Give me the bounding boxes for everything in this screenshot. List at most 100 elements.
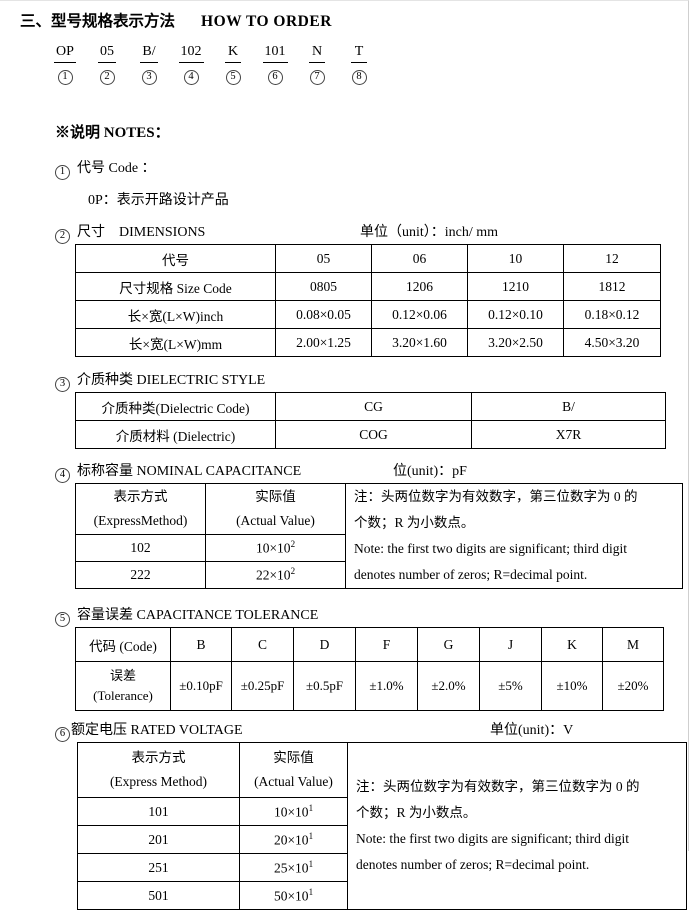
header-line: (ExpressMethod)	[93, 513, 188, 528]
table-row: 尺寸规格 Size Code 0805 1206 1210 1812	[75, 272, 661, 301]
table-header-cell: 代码 (Code)	[75, 627, 171, 662]
table-cell: 3.20×2.50	[467, 328, 564, 357]
title-en: HOW TO ORDER	[201, 13, 332, 30]
table-header-cell: 表示方式 (Express Method)	[77, 742, 240, 798]
table-cell: 22×102	[205, 561, 346, 589]
table-cell: 101	[77, 797, 240, 826]
value-base: 50×10	[273, 888, 309, 904]
section-6-unit: 单位(unit)：V	[490, 723, 574, 738]
table-cell: B/	[471, 392, 666, 421]
note-cell: 注：头两位数字为有效数字，第三位数字为 0 的 个数；R 为小数点。 Note:…	[345, 483, 683, 589]
table-cell: X7R	[471, 420, 666, 449]
table-cell: J	[479, 627, 542, 662]
table-cell: CG	[275, 392, 472, 421]
circled-number: 3	[141, 70, 157, 85]
section-3-heading: 3 介质种类 DIELECTRIC STYLE	[55, 369, 688, 392]
order-code: 05	[98, 44, 116, 63]
table-cell: 1812	[563, 272, 661, 301]
value-base: 20×10	[273, 832, 309, 848]
value-exponent: 2	[290, 539, 296, 550]
table-header-cell: 误差 (Tolerance)	[75, 661, 171, 711]
circled-number: 4	[55, 467, 70, 483]
header-line: (Actual Value)	[254, 774, 333, 789]
table-cell: 代号	[75, 244, 276, 273]
table-cell: ±10%	[541, 661, 603, 711]
table-row: 表示方式 (Express Method) 实际值 (Actual Value)…	[77, 742, 687, 910]
table-cell: 10×101	[239, 797, 348, 826]
table-cell: 0.18×0.12	[563, 300, 661, 329]
table-header-cell: 实际值 (Actual Value)	[239, 742, 348, 798]
table-cell: 1210	[467, 272, 564, 301]
table-cell: 4.50×3.20	[563, 328, 661, 357]
note-line: Note: the first two digits are significa…	[356, 831, 629, 846]
table-cell: D	[293, 627, 356, 662]
header-line: 实际值	[273, 750, 314, 765]
table-cell: C	[231, 627, 294, 662]
page-title: 三、型号规格表示方法 HOW TO ORDER	[0, 1, 688, 31]
table-cell: M	[602, 627, 664, 662]
order-code-part: 05 2	[90, 44, 124, 85]
order-code-part: B/3	[132, 44, 166, 85]
section-3-title: 介质种类 DIELECTRIC STYLE	[77, 373, 266, 388]
table-cell: 介质种类(Dielectric Code)	[75, 392, 276, 421]
table-cell: 3.20×1.60	[371, 328, 468, 357]
section-2-heading: 2 尺寸 DIMENSIONS 单位（unit）：inch/ mm	[55, 221, 688, 244]
header-line: 表示方式	[131, 750, 186, 765]
table-row: 介质材料 (Dielectric) COG X7R	[75, 420, 666, 449]
table-cell: 2.00×1.25	[275, 328, 372, 357]
section-1-title: 代号 Code ：	[77, 161, 156, 176]
note-line: 注：头两位数字为有效数字，第三位数字为 0 的	[354, 489, 638, 504]
header-line: (Express Method)	[109, 774, 208, 789]
section-1-body: 0P：表示开路设计产品	[88, 193, 229, 208]
value-exponent: 1	[308, 858, 314, 869]
table-header-cell: 表示方式 (ExpressMethod)	[75, 483, 206, 535]
voltage-table: 表示方式 (Express Method) 实际值 (Actual Value)…	[77, 742, 687, 910]
order-code: B/	[140, 44, 158, 63]
table-row: 表示方式 (ExpressMethod) 实际值 (Actual Value) …	[75, 483, 683, 589]
circled-number: 1	[55, 164, 70, 180]
circled-number: 8	[351, 70, 367, 85]
table-cell: F	[355, 627, 418, 662]
table-cell: 222	[75, 561, 206, 589]
table-cell: 201	[77, 825, 240, 854]
table-cell: 长×宽(L×W)inch	[75, 300, 276, 329]
header-line: 误差	[109, 668, 136, 683]
order-code: N	[309, 44, 325, 63]
table-cell: 0.08×0.05	[275, 300, 372, 329]
value-exponent: 1	[308, 886, 314, 897]
tolerance-table: 代码 (Code) B C D F G J K M 误差 (Tolerance)…	[75, 627, 664, 711]
table-cell: 介质材料 (Dielectric)	[75, 420, 276, 449]
note-line: 个数；R 为小数点。	[356, 805, 477, 820]
table-header-cell: 实际值 (Actual Value)	[205, 483, 346, 535]
table-row: 代码 (Code) B C D F G J K M	[75, 627, 664, 662]
table-cell: 0.12×0.06	[371, 300, 468, 329]
title-zh: 三、型号规格表示方法	[20, 13, 176, 30]
table-cell: ±5%	[479, 661, 542, 711]
table-cell: 1206	[371, 272, 468, 301]
table-cell: ±0.25pF	[231, 661, 294, 711]
table-cell: ±0.10pF	[170, 661, 232, 711]
circled-number: 6	[267, 70, 283, 85]
table-row: 长×宽(L×W)mm 2.00×1.25 3.20×1.60 3.20×2.50…	[75, 328, 661, 357]
value-base: 22×10	[255, 567, 291, 583]
header-line: (Actual Value)	[236, 513, 315, 528]
notes-heading: ※说明 NOTES：	[55, 125, 170, 141]
table-cell: 尺寸规格 Size Code	[75, 272, 276, 301]
section-2-title: 尺寸 DIMENSIONS	[77, 225, 206, 240]
table-cell: COG	[275, 420, 472, 449]
circled-number: 7	[309, 70, 325, 85]
circled-number: 2	[99, 70, 115, 85]
table-row: 222 22×102	[75, 561, 683, 589]
table-cell: 50×101	[239, 881, 348, 910]
table-cell: G	[417, 627, 480, 662]
value-base: 25×10	[273, 860, 309, 876]
table-row: 误差 (Tolerance) ±0.10pF ±0.25pF ±0.5pF ±1…	[75, 661, 664, 711]
section-4-title: 标称容量 NOMINAL CAPACITANCE	[77, 464, 302, 479]
table-cell: ±2.0%	[417, 661, 480, 711]
table-cell: 05	[275, 244, 372, 273]
section-5-heading: 5 容量误差 CAPACITANCE TOLERANCE	[55, 604, 688, 627]
table-cell: 0.12×0.10	[467, 300, 564, 329]
note-line: 注：头两位数字为有效数字，第三位数字为 0 的	[356, 779, 640, 794]
